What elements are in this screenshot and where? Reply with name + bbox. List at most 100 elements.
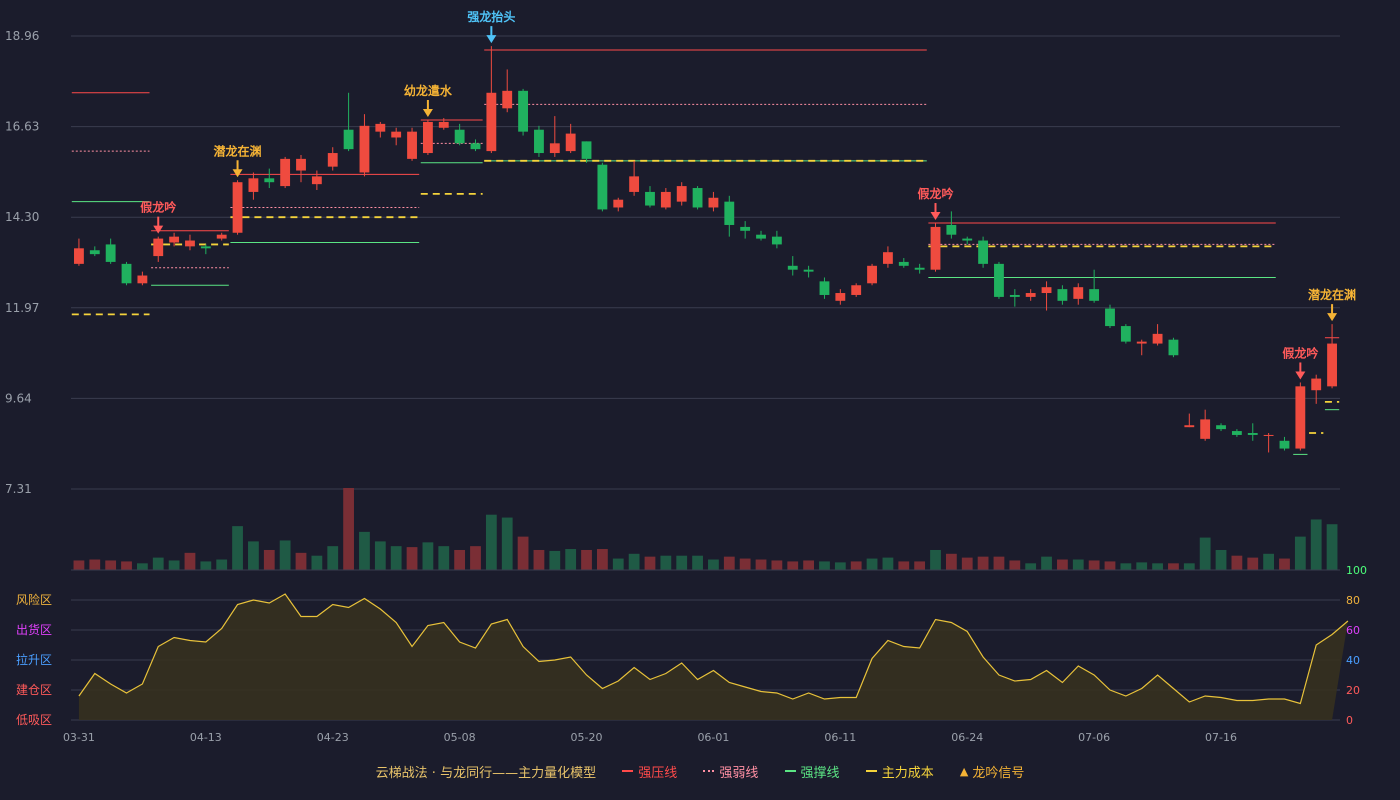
legend-item-weak: 强弱线 (703, 762, 758, 781)
candle-body (1136, 341, 1147, 344)
legend-label-support: 强撑线 (800, 766, 840, 781)
candle-body (1295, 386, 1306, 449)
signal-label: 潜龙在渊 (1308, 287, 1356, 302)
candle-body (851, 285, 862, 295)
candle-body (946, 224, 957, 235)
volume-bar (1104, 561, 1116, 570)
candle-body (597, 164, 608, 210)
volume-bar (485, 514, 497, 570)
volume-bar (628, 553, 640, 570)
signal-marker: 假龙吟 (1282, 345, 1318, 380)
x-tick-label: 07-06 (1078, 731, 1110, 744)
volume-bar (121, 561, 132, 570)
indicator-zone-label: 拉升区 (16, 652, 52, 667)
volume-bar (961, 557, 973, 570)
indicator-zone-label: 低吸区 (16, 713, 52, 727)
volume-bar (73, 560, 85, 570)
legend-item-support: 强撑线 (784, 762, 840, 781)
indicator-tick-label: 0 (1346, 714, 1353, 727)
price-tick-label: 16.63 (5, 120, 39, 134)
candle-body (407, 131, 417, 159)
volume-bar (1088, 560, 1100, 570)
signal-marker: 幼龙遣水 (404, 83, 453, 117)
signal-arrow-head (422, 108, 433, 117)
signal-marker: 强龙抬头 (467, 9, 515, 44)
candle-body (883, 252, 893, 264)
volume-bar (1057, 559, 1068, 570)
x-tick-label: 03-31 (63, 731, 95, 744)
candle-body (89, 250, 100, 255)
candle-body (692, 188, 703, 208)
candle-body (216, 234, 227, 239)
x-tick-label: 06-01 (697, 731, 729, 744)
candle-body (311, 176, 322, 185)
candle-body (343, 129, 354, 150)
candle-body (1089, 289, 1100, 301)
signal-marker: 潜龙在渊 (214, 143, 262, 178)
volume-bar (1263, 553, 1275, 570)
volume-bar (1136, 562, 1148, 570)
candle-body (1152, 333, 1163, 344)
volume-bar (866, 558, 878, 570)
legend-swatch-weak (703, 769, 715, 772)
candle-body (994, 263, 1004, 297)
volume-bar (1231, 555, 1243, 570)
volume-bar (882, 557, 894, 570)
volume-bar (152, 557, 164, 570)
volume-bar (1199, 537, 1211, 570)
x-tick-label: 06-24 (951, 731, 983, 744)
candle-body (327, 153, 338, 167)
signal-arrow-head (153, 225, 164, 234)
candle-body (629, 176, 640, 192)
volume-bar (1072, 559, 1084, 570)
indicator-tick-label: 40 (1346, 654, 1360, 667)
volume-bar (898, 561, 910, 570)
volume-bar (168, 560, 180, 570)
candle-body (200, 246, 211, 249)
volume-bar (248, 541, 259, 570)
volume-bar (597, 549, 608, 570)
volume-bar (422, 542, 434, 570)
volume-bar (1183, 563, 1195, 570)
volume-bar (1009, 560, 1021, 570)
price-tick-label: 14.30 (5, 210, 39, 224)
indicator-zone-label: 风险区 (16, 592, 52, 607)
volume-bar (819, 561, 830, 570)
signal-marker: 假龙吟 (917, 186, 954, 221)
candle-body (1327, 343, 1337, 387)
volume-bar (1247, 557, 1259, 570)
volume-bar (771, 560, 783, 570)
indicator-line (78, 593, 1349, 705)
legend-swatch-support (784, 769, 796, 772)
volume-bar (216, 559, 228, 570)
volume-bar (1152, 563, 1163, 570)
candle-body (454, 129, 465, 144)
candle-body (613, 199, 624, 208)
signal-arrow-head (930, 212, 941, 221)
indicator-tick-label: 100 (1346, 564, 1367, 577)
triangle-icon: ▲ (959, 765, 969, 778)
candle-body (422, 121, 433, 154)
volume-bar (993, 556, 1005, 570)
candle-body (534, 129, 544, 154)
signal-arrow-head (1327, 313, 1338, 322)
volume-bar (708, 559, 719, 570)
candle-body (549, 143, 560, 154)
price-tick-label: 9.64 (5, 391, 32, 405)
legend-label-weak: 强弱线 (719, 766, 759, 781)
volume-bar (660, 555, 672, 570)
legend-label-signal: 龙吟信号 (972, 766, 1025, 781)
candle-body (232, 182, 243, 233)
volume-bar (343, 488, 354, 570)
candle-body (803, 269, 814, 272)
signal-marker: 假龙吟 (140, 200, 176, 234)
volume-bar (1041, 556, 1052, 570)
candle-body (169, 236, 180, 243)
candle-body (1311, 378, 1322, 391)
volume-bar (644, 556, 656, 570)
volume-bar (1310, 519, 1322, 570)
candle-body (978, 240, 989, 264)
candle-body (470, 143, 481, 150)
candle-body (518, 90, 528, 132)
volume-bar (279, 540, 291, 570)
